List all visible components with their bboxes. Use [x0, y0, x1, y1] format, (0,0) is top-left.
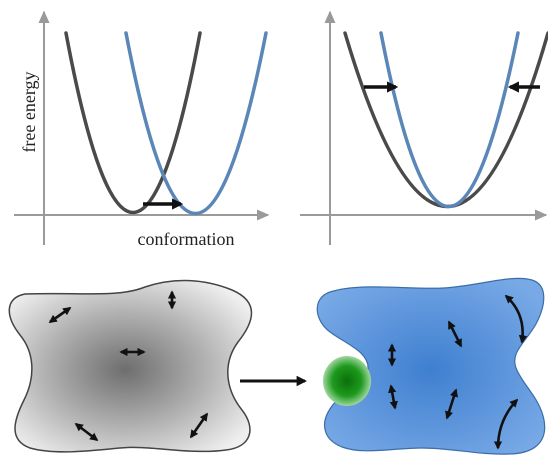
fluctuation-arrow-icon	[445, 388, 458, 420]
ligand-ball	[323, 356, 371, 406]
gray-energy-curve	[343, 31, 548, 209]
fluctuation-arrow-icon	[74, 422, 99, 442]
fluctuation-arrow-icon	[48, 306, 72, 324]
x-axis-label: conformation	[138, 229, 235, 249]
gray-protein-shape	[8, 279, 253, 453]
blue-energy-curve	[124, 31, 268, 216]
gray-energy-curve	[64, 31, 202, 215]
fluctuation-arrow-icon	[388, 384, 398, 410]
fluctuation-arrow-icon	[189, 412, 209, 439]
bound-protein	[316, 277, 546, 455]
fluctuation-arrow-icon	[447, 320, 463, 348]
curved-fluctuation-arrow-icon	[504, 294, 528, 344]
energy-panel-narrow	[300, 10, 548, 245]
energy-panel-shift: free energy conformation	[14, 10, 270, 249]
blue-energy-curve	[379, 31, 520, 208]
unbound-protein	[8, 279, 253, 453]
y-axis-label: free energy	[19, 71, 39, 152]
curved-fluctuation-arrow-icon	[493, 398, 519, 450]
